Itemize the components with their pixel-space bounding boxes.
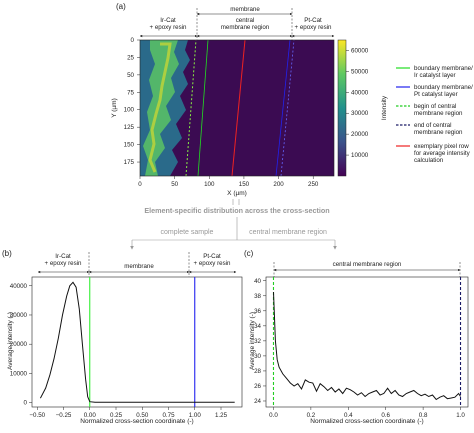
ytick-label: 34 — [254, 323, 261, 330]
xtick-label: 0.50 — [136, 412, 149, 419]
colorbar-tick-label: 30000 — [351, 110, 369, 117]
ytick-label: 0 — [24, 400, 28, 407]
panel-c-headers: central membrane region — [273, 261, 461, 277]
xtick-label: −0.25 — [56, 412, 72, 419]
ytick-label: 30 — [254, 353, 261, 360]
a-xtick-label: 200 — [273, 181, 284, 188]
ytick-label: 24 — [254, 398, 261, 405]
xtick-label: 0.4 — [344, 412, 353, 419]
a-ytick-label: 125 — [124, 124, 135, 131]
a-xtick-label: 0 — [138, 181, 142, 188]
panel-c-label: (c) — [244, 249, 254, 258]
plot-c: 24 26 28 30 32 34 36 38 40 0.0 0.2 0.4 0.6 0.8 1.0 — [254, 276, 469, 419]
a-xtick-label: 100 — [204, 181, 215, 188]
header-ir-a: Ir-Cat + epoxy resin — [150, 17, 188, 31]
header-central-a: central membrane region — [221, 17, 270, 31]
ytick-label: 20000 — [10, 341, 28, 348]
colorbar-tick-label: 60000 — [351, 47, 369, 54]
panel-a-yticks: 0 25 50 75 100 125 150 175 — [124, 37, 140, 166]
panel-b-label: (b) — [2, 249, 12, 258]
ytick-label: 40 — [254, 278, 261, 285]
xtick-label: 0.0 — [269, 412, 278, 419]
legend-label: boundary membrane/Pt catalyst layer — [414, 84, 473, 98]
panel-b-ylabel: Average intensity (-) — [7, 312, 14, 370]
header-membrane: membrane — [230, 6, 260, 13]
flow-left: complete sample — [161, 229, 214, 236]
ytick-label: 28 — [254, 368, 261, 375]
ytick-label: 38 — [254, 293, 261, 300]
panel-c-xlabel: Normalized cross-section coordinate (-) — [310, 418, 423, 425]
legend-label: begin of central membrane region — [414, 103, 463, 117]
legend-label: exemplary pixel row for average intensity… — [414, 143, 471, 164]
plot-frame — [31, 276, 243, 408]
flow-title: Element-specific distribution across the… — [144, 206, 329, 215]
a-ytick-label: 75 — [127, 89, 134, 96]
xtick-label: 1.25 — [215, 412, 228, 419]
colorbar-tick-label: 20000 — [351, 131, 369, 138]
xtick-label: −0.50 — [29, 412, 45, 419]
flow-connector: Element-specific distribution across the… — [130, 199, 337, 250]
ytick-label: 32 — [254, 338, 261, 345]
panel-b-xlabel: Normalized cross-section coordinate (-) — [80, 418, 193, 425]
legend-label: boundary membrane/Ir catalyst layer — [414, 65, 473, 79]
a-xtick-label: 50 — [171, 181, 178, 188]
a-ytick-label: 50 — [127, 72, 134, 79]
data-series-line — [39, 281, 235, 403]
colorbar: 60000 50000 40000 30000 20000 10000 Intensity — [337, 39, 388, 177]
header-pt-b: Pt-Cat + epoxy resin — [194, 253, 232, 267]
colorbar-tick-label: 50000 — [351, 68, 369, 75]
panel-a-label: (a) — [116, 2, 126, 11]
panel-a-ylabel: Y (µm) — [111, 98, 118, 118]
ytick-label: 40000 — [10, 283, 28, 290]
xtick-label: 0.25 — [110, 412, 123, 419]
a-xtick-label: 150 — [239, 181, 250, 188]
plot-b: 0 10000 20000 30000 40000 −0.50 −0.25 0.00 0.25 0… — [10, 276, 243, 419]
flow-right: central membrane region — [249, 229, 327, 236]
xtick-label: 0.2 — [307, 412, 316, 419]
panel-b-headers: Ir-Cat + epoxy resin membrane Pt-Cat + epo… — [37, 252, 237, 277]
xtick-label: 1.00 — [189, 412, 202, 419]
ytick-label: 10000 — [10, 370, 28, 377]
header-membrane-b: membrane — [124, 263, 154, 270]
xtick-label: 1.0 — [456, 412, 465, 419]
panel-c-ylabel: Average intensity (-) — [249, 312, 256, 370]
header-pt-a: Pt-Cat + epoxy resin — [295, 17, 333, 31]
ytick-label: 36 — [254, 308, 261, 315]
a-ytick-label: 25 — [127, 54, 134, 61]
panel-a-xticks: 0 50 100 150 200 250 — [138, 176, 319, 188]
legend-label: end of central membrane region — [414, 122, 463, 136]
ytick-label: 26 — [254, 383, 261, 390]
xtick-label: 0.75 — [162, 412, 175, 419]
ytick-label: 30000 — [10, 312, 28, 319]
panel-a-headers: membrane Ir-Cat + epoxy resin central memb… — [139, 6, 335, 40]
eds-map — [139, 39, 335, 177]
colorbar-label: Intensity — [381, 95, 388, 120]
colorbar-tick-label: 40000 — [351, 89, 369, 96]
a-xtick-label: 250 — [308, 181, 319, 188]
data-series-line — [273, 291, 461, 401]
a-ytick-label: 150 — [124, 142, 135, 149]
plot-frame — [265, 276, 469, 408]
header-ir-b: Ir-Cat + epoxy resin — [45, 253, 83, 267]
colorbar-tick-label: 10000 — [351, 152, 369, 159]
a-ytick-label: 0 — [131, 37, 135, 44]
panel-a-xlabel: X (µm) — [227, 190, 247, 197]
xtick-label: 0.00 — [84, 412, 97, 419]
xtick-label: 0.8 — [419, 412, 428, 419]
header-central-c: central membrane region — [333, 261, 402, 268]
a-ytick-label: 175 — [124, 159, 135, 166]
a-ytick-label: 100 — [124, 107, 135, 114]
xtick-label: 0.6 — [381, 412, 390, 419]
panel-a-legend: boundary membrane/Ir catalyst layer bound… — [396, 65, 473, 164]
